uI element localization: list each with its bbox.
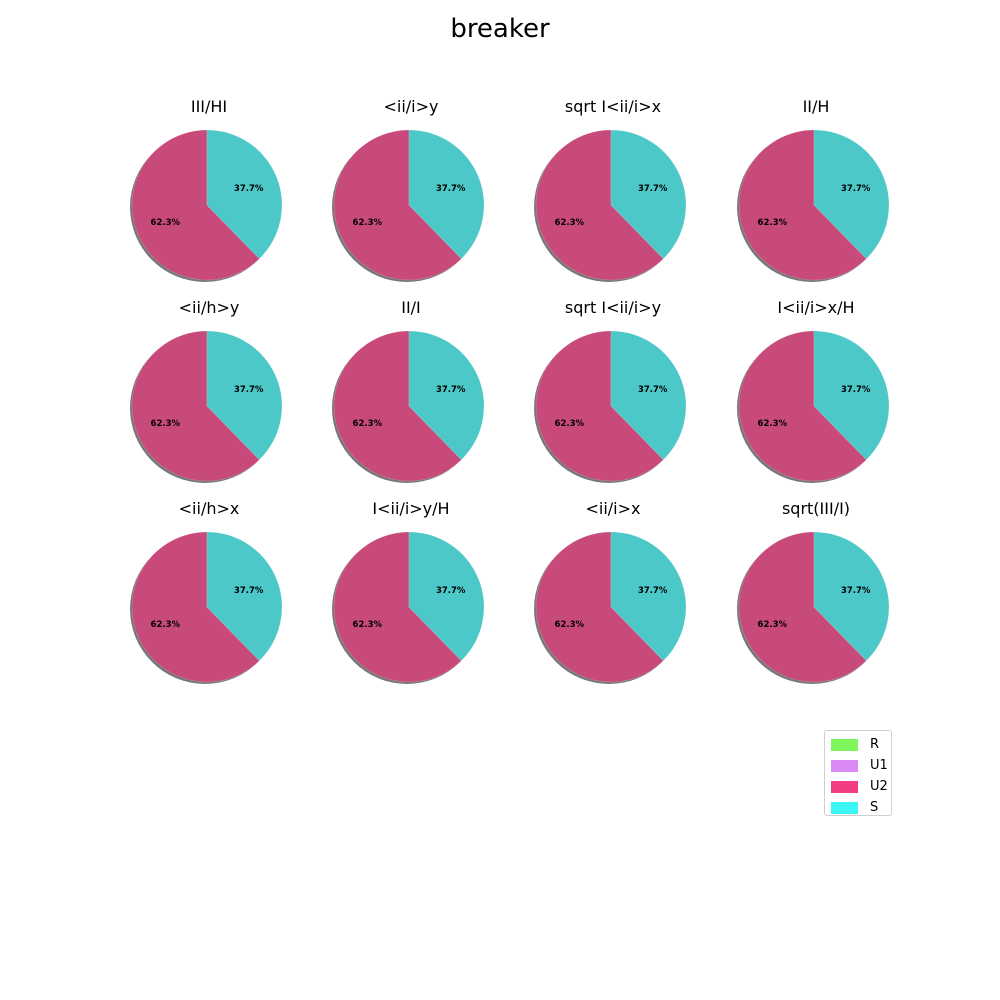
pie-slice xyxy=(131,129,260,281)
legend-swatch-r xyxy=(831,738,858,751)
pie-title: <ii/h>y xyxy=(179,298,240,317)
pie-slice xyxy=(333,330,462,482)
pie-title: I<ii/i>x/H xyxy=(777,298,854,317)
pie-percent-label: 37.7% xyxy=(436,385,466,395)
legend-swatch-u1 xyxy=(831,759,858,772)
pie-slice xyxy=(131,330,260,482)
pie-sqrt-i-ii-i-y: sqrt I<ii/i>y 62.3% 37.7% xyxy=(534,298,687,483)
pie-ii-h-y: <ii/h>y 62.3% 37.7% xyxy=(130,298,283,483)
pie-ii-h-x: <ii/h>x 62.3% 37.7% xyxy=(130,499,283,684)
pie-percent-label: 62.3% xyxy=(555,218,585,228)
pie-percent-label: 62.3% xyxy=(555,620,585,630)
pie-percent-label: 62.3% xyxy=(758,419,788,429)
pie-slice xyxy=(408,531,485,662)
pie-slice xyxy=(535,330,664,482)
pie-percent-label: 37.7% xyxy=(436,586,466,596)
pie-slice xyxy=(738,129,867,281)
pie-slice xyxy=(333,531,462,683)
pie-slice xyxy=(535,129,664,281)
legend-item-s: S xyxy=(831,797,891,818)
pie-percent-label: 37.7% xyxy=(234,184,264,194)
legend: R U1 U2 S xyxy=(824,730,892,816)
legend-label-u2: U2 xyxy=(870,779,888,794)
pie-title: <ii/h>x xyxy=(179,499,240,518)
pie-title: I<ii/i>y/H xyxy=(372,499,449,518)
pie-percent-label: 37.7% xyxy=(841,385,871,395)
pie-slice xyxy=(610,330,687,461)
legend-label-r: R xyxy=(870,737,880,752)
legend-item-u1: U1 xyxy=(831,755,891,776)
legend-item-u2: U2 xyxy=(831,776,891,797)
pie-ii-i-x: <ii/i>x 62.3% 37.7% xyxy=(534,499,687,684)
pie-slice xyxy=(738,531,867,683)
pie-slice xyxy=(131,531,260,683)
pie-slice xyxy=(408,129,485,260)
pie-percent-label: 62.3% xyxy=(151,218,181,228)
pie-percent-label: 62.3% xyxy=(151,620,181,630)
pie-slice xyxy=(610,129,687,260)
pie-slice xyxy=(610,531,687,662)
pie-title: III/HI xyxy=(191,97,227,116)
pie-percent-label: 37.7% xyxy=(841,586,871,596)
pie-slice xyxy=(408,330,485,461)
chart-title: breaker xyxy=(450,14,550,44)
legend-swatch-u2 xyxy=(831,780,858,793)
pie-percent-label: 37.7% xyxy=(638,586,668,596)
pie-slice xyxy=(813,531,890,662)
pie-percent-label: 37.7% xyxy=(234,385,264,395)
legend-swatch-s xyxy=(831,801,858,814)
pie-percent-label: 37.7% xyxy=(638,184,668,194)
pie-percent-label: 62.3% xyxy=(353,218,383,228)
pie-i-ii-i-x-h: I<ii/i>x/H 62.3% 37.7% xyxy=(737,298,890,483)
pie-slice xyxy=(206,330,283,461)
pie-percent-label: 62.3% xyxy=(353,620,383,630)
pie-percent-label: 37.7% xyxy=(436,184,466,194)
pie-percent-label: 37.7% xyxy=(234,586,264,596)
pie-ii-h: II/H 62.3% 37.7% xyxy=(737,97,890,282)
legend-item-r: R xyxy=(831,734,891,755)
pie-percent-label: 62.3% xyxy=(555,419,585,429)
pie-sqrt-iii-i: sqrt(III/I) 62.3% 37.7% xyxy=(737,499,890,684)
pie-title: II/I xyxy=(401,298,421,317)
pie-slice xyxy=(813,330,890,461)
pie-slice xyxy=(813,129,890,260)
pie-percent-label: 37.7% xyxy=(841,184,871,194)
pie-title: sqrt I<ii/i>y xyxy=(565,298,661,317)
legend-label-s: S xyxy=(870,800,879,815)
pie-slice xyxy=(535,531,664,683)
pie-percent-label: 37.7% xyxy=(638,385,668,395)
pie-title: <ii/i>y xyxy=(383,97,438,116)
pie-slice xyxy=(206,129,283,260)
pie-i-ii-i-y-h: I<ii/i>y/H 62.3% 37.7% xyxy=(332,499,485,684)
pie-slice xyxy=(333,129,462,281)
pie-title: sqrt I<ii/i>x xyxy=(565,97,661,116)
legend-label-u1: U1 xyxy=(870,758,888,773)
pie-ii-i: II/I 62.3% 37.7% xyxy=(332,298,485,483)
pie-slice xyxy=(738,330,867,482)
pie-iii-hi: III/HI 62.3% 37.7% xyxy=(130,97,283,282)
pie-slice xyxy=(206,531,283,662)
pie-sqrt-i-ii-i-x: sqrt I<ii/i>x 62.3% 37.7% xyxy=(534,97,687,282)
pie-title: <ii/i>x xyxy=(585,499,640,518)
pie-percent-label: 62.3% xyxy=(151,419,181,429)
pie-percent-label: 62.3% xyxy=(758,620,788,630)
pie-percent-label: 62.3% xyxy=(758,218,788,228)
pie-ii-i-y: <ii/i>y 62.3% 37.7% xyxy=(332,97,485,282)
pie-title: sqrt(III/I) xyxy=(782,499,850,518)
pie-percent-label: 62.3% xyxy=(353,419,383,429)
pie-title: II/H xyxy=(803,97,830,116)
